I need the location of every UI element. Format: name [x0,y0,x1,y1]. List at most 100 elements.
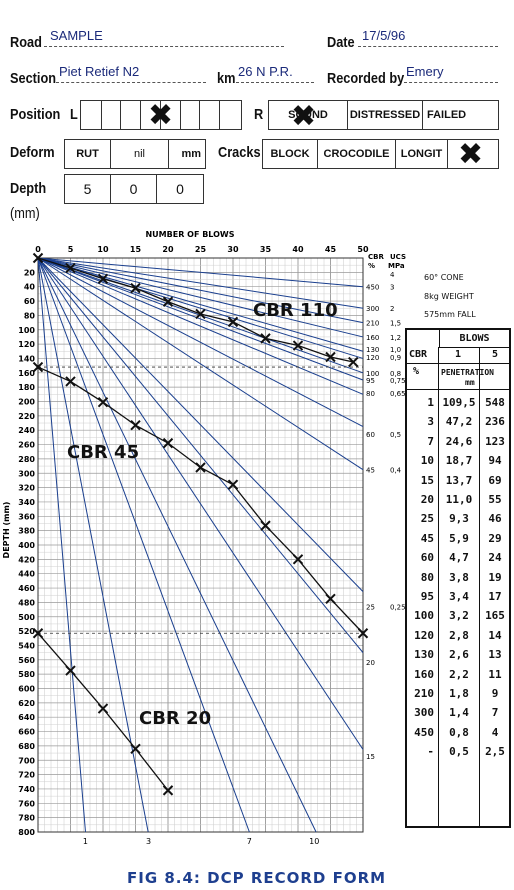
right-scale-ucs: 2 [390,305,394,313]
y-tick-label: 760 [18,799,35,808]
chart-labels: 0 5 10 15 20 25 30 35 40 45 5020406080100120140160… [18,245,406,846]
cracks-boxes: BLOCK CROCODILE LONGIT [262,139,499,169]
table-cell-cbr: 7 [427,434,434,448]
right-scale-header: CBR [368,253,384,261]
deform-value: nil [133,148,145,160]
data-point-stroke [65,376,76,387]
data-point [130,743,141,754]
table-cell-penetration-1: 2,2 [449,667,469,681]
depth-digit-cell[interactable]: 0 [157,175,203,203]
blows-table-col1-header: 1 [455,349,462,360]
position-box[interactable] [141,101,161,129]
position-box[interactable] [181,101,201,129]
y-tick-label: 240 [18,426,35,435]
recorded-by-field[interactable]: Emery [404,64,498,83]
data-point-stroke [162,785,174,796]
blows-table-pen-header: PENETRATION [441,368,494,377]
y-tick-label: 600 [18,685,35,694]
cbr-line [37,257,364,428]
road-field[interactable]: SAMPLE [44,28,284,47]
y-tick-label: 100 [18,326,35,335]
position-box[interactable] [81,101,102,129]
data-point [162,296,174,307]
depth-digit-cell[interactable]: 5 [65,175,111,203]
condition-distressed[interactable]: DISTRESSED [348,101,423,129]
data-point [260,520,271,531]
data-point-stroke [65,262,76,274]
table-cell-penetration-5: 55 [488,493,502,506]
x-tick-label: 20 [162,245,174,254]
position-box[interactable] [161,101,181,129]
right-scale-cbr: 95 [366,377,375,385]
blows-table-divider [407,363,509,364]
data-point-stroke [260,520,271,531]
data-point [65,262,76,274]
cracks-block[interactable]: BLOCK [263,140,318,168]
cracks-label: Cracks [218,144,261,161]
y-tick-label: 440 [18,570,35,579]
figure-caption: FIG 8.4: DCP RECORD FORM [127,869,387,887]
condition-x-mark: ✖ [291,99,317,134]
data-point [227,479,239,490]
y-tick-label: 400 [18,541,35,550]
blows-table-divider [407,389,509,390]
cracks-crocodile-label: CROCODILE [323,148,390,160]
y-tick-label: 700 [18,756,35,765]
data-point-stroke [162,437,174,449]
blows-table-col5-header: 5 [492,349,499,360]
position-x-mark: ✖ [148,98,174,133]
depth-digit-cell[interactable]: 0 [111,175,157,203]
table-cell-penetration-1: 5,9 [449,531,469,545]
chart-grid [37,257,364,833]
position-box[interactable] [121,101,142,129]
cracks-longit[interactable]: LONGIT [396,140,448,168]
date-field[interactable]: 17/5/96 [358,28,498,47]
data-point-stroke [348,356,359,368]
y-tick-label: 720 [18,771,35,780]
right-scale-cbr: 160 [366,334,379,342]
y-tick-label: 280 [18,455,35,464]
data-point [325,593,336,605]
right-scale-cbr: 120 [366,354,379,362]
position-l-label: L [70,106,78,123]
y-tick-label: 540 [18,641,35,650]
data-point [227,316,239,328]
section-field[interactable]: Piet Retief N2 [56,64,206,83]
cracks-crocodile[interactable]: CROCODILE [318,140,396,168]
y-tick-label: 60 [24,297,36,306]
position-box[interactable] [102,101,122,129]
deform-value-cell[interactable]: nil [111,140,169,168]
data-point [32,628,44,639]
position-box[interactable] [200,101,221,129]
cbr-line [37,257,250,833]
condition-failed[interactable]: FAILED [423,101,498,129]
right-scale-cbr: 25 [366,604,375,612]
table-row: 15 13,7 69 [407,474,509,492]
y-tick-label: 480 [18,598,35,607]
table-cell-penetration-5: 165 [485,609,505,623]
deform-rut-label: RUT [76,148,99,160]
table-cell-cbr: 100 [414,609,434,623]
depth-unit: (mm) [10,205,40,222]
condition-sound[interactable]: SOUND [269,101,348,129]
right-scale-ucs: 0,5 [390,431,401,439]
right-scale-ucs: 0,8 [390,370,401,378]
y-tick-label: 520 [18,627,35,636]
condition-sound-label: SOUND [288,109,328,121]
table-cell-cbr: 20 [420,493,434,506]
right-scale-ucs: 0,75 [390,377,406,385]
cracks-block-label: BLOCK [270,148,310,160]
table-cell-penetration-1: 1,4 [449,706,469,720]
position-l-boxes[interactable] [80,100,242,130]
y-tick-label: 420 [18,555,35,564]
x-tick-label: 30 [227,245,239,254]
position-r-label: R [254,106,264,123]
blows-table: BLOWS CBR 1 5 % PENETRATION mm 1 109,5 548… [405,328,511,828]
x-tick-label: 15 [130,245,142,254]
series-label-cbr20: CBR 20 [139,708,211,729]
depth-boxes: 5 0 0 [64,174,204,204]
data-point [195,462,206,473]
km-field[interactable]: 26 N P.R. [236,64,314,83]
data-point-stroke [130,419,141,431]
